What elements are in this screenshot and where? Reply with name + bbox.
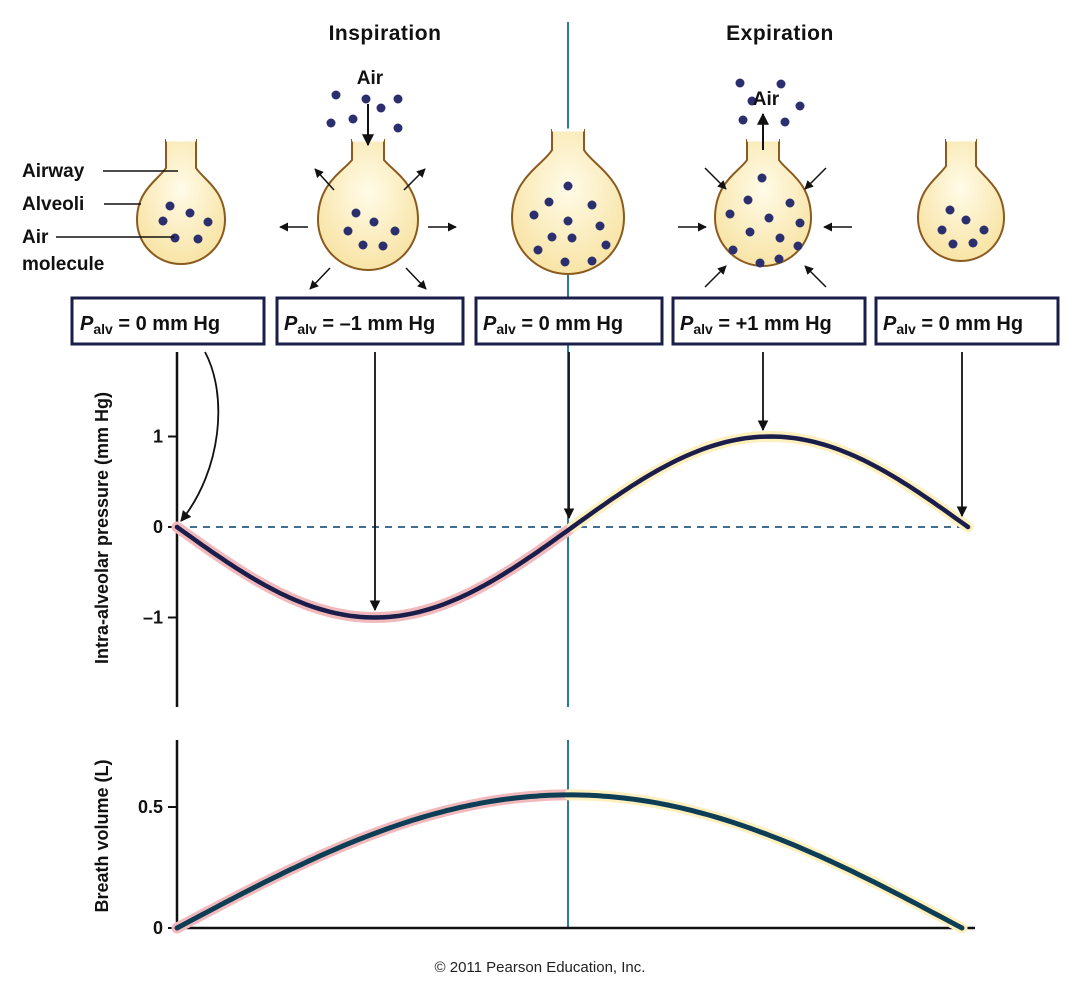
volume-data-point (763, 831, 768, 836)
svg-text:Palv = –1 mm Hg: Palv = –1 mm Hg (284, 313, 435, 337)
svg-text:Palv = 0 mm Hg: Palv = 0 mm Hg (483, 313, 623, 337)
svg-text:Palv = +1 mm Hg: Palv = +1 mm Hg (680, 313, 832, 337)
pressure-symbol: P (883, 313, 897, 335)
pressure-subscript: alv (297, 321, 317, 337)
svg-text:Palv = 0 mm Hg: Palv = 0 mm Hg (80, 313, 220, 337)
pressure-box-3: Palv = 0 mm Hg (474, 296, 664, 346)
alveolus-rest-start (135, 138, 227, 265)
air-molecule-label-line2: molecule (22, 254, 104, 275)
pressure-y-axis-label: Intra-alveolar pressure (mm Hg) (92, 392, 112, 664)
pressure-subscript: alv (496, 321, 516, 337)
pressure-data-point (372, 615, 377, 620)
volume-chart: 0.5 0 Breath volume (L) (92, 740, 975, 938)
volume-data-point (273, 875, 278, 880)
volume-data-point (469, 802, 474, 807)
pressure-box-5: Palv = 0 mm Hg (874, 296, 1060, 346)
inspiration-heading: Inspiration (329, 22, 442, 45)
pressure-tick-label: 0 (153, 517, 163, 537)
box-to-curve-arrows (180, 351, 968, 612)
alveolus-expiration (678, 78, 852, 288)
pressure-value: = –1 mm Hg (317, 313, 435, 335)
alveolus-rest-end (916, 138, 1006, 262)
pressure-tick-label: 1 (153, 427, 163, 447)
pressure-data-point (966, 525, 970, 529)
volume-data-point (861, 875, 866, 880)
pressure-chart: 1 0 –1 Intra-alveolar pressure (mm Hg) (92, 352, 974, 707)
volume-tick-label: 0 (153, 918, 163, 938)
pressure-subscript: alv (693, 321, 713, 337)
alveolus-end-inspiration (510, 128, 626, 275)
expiration-heading: Expiration (726, 22, 834, 45)
volume-curve (174, 792, 965, 931)
pressure-value: = 0 mm Hg (516, 313, 623, 335)
pressure-symbol: P (284, 313, 298, 335)
copyright: © 2011 Pearson Education, Inc. (435, 959, 646, 976)
airway-label: Airway (22, 161, 85, 182)
pressure-subscript: alv (93, 321, 113, 337)
pressure-subscript: alv (896, 321, 916, 337)
inspiration-volume-highlight (171, 789, 575, 934)
volume-data-point (371, 831, 376, 836)
volume-data-point (175, 926, 179, 930)
volume-tick-label: 0.5 (138, 797, 163, 817)
air-in-label: Air (357, 68, 384, 89)
air-out-label: Air (753, 89, 780, 110)
pressure-value: = 0 mm Hg (113, 313, 220, 335)
air-molecule-label-line1: Air (22, 227, 49, 248)
pressure-data-point (175, 525, 179, 529)
pressure-tick-label: –1 (143, 608, 163, 628)
pressure-box-4: Palv = +1 mm Hg (671, 296, 867, 346)
pressure-symbol: P (483, 313, 497, 335)
pressure-symbol: P (80, 313, 94, 335)
volume-y-axis-label: Breath volume (L) (92, 759, 112, 912)
pressure-box-1: Palv = 0 mm Hg (70, 296, 266, 346)
pressure-value: = +1 mm Hg (713, 313, 832, 335)
arrow-box-1 (180, 351, 220, 522)
expiration-volume-highlight (564, 789, 968, 934)
volume-data-point (567, 792, 572, 797)
pressure-symbol: P (680, 313, 694, 335)
alveoli-label: Alveoli (22, 194, 84, 215)
svg-text:Palv = 0 mm Hg: Palv = 0 mm Hg (883, 313, 1023, 337)
volume-data-point (960, 926, 964, 930)
pressure-data-point (570, 525, 575, 529)
pressure-box-2: Palv = –1 mm Hg (275, 296, 465, 346)
alveolus-inspiration (279, 90, 457, 290)
volume-data-point (665, 802, 670, 807)
pressure-data-point (768, 434, 773, 439)
pressure-value: = 0 mm Hg (916, 313, 1023, 335)
pressure-boxes: Palv = 0 mm Hg Palv = –1 mm Hg Palv = 0 … (70, 296, 1060, 346)
expiration-pressure-highlight (567, 430, 974, 533)
